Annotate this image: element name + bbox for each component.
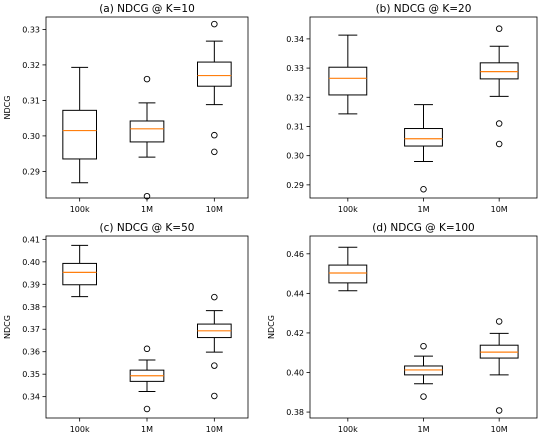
x-tick-label: 100k: [70, 425, 90, 434]
box-1M: [129, 75, 165, 200]
y-tick-label: 0.29: [286, 181, 304, 190]
y-tick-label: 0.33: [286, 64, 304, 73]
x-tick-label: 1M: [141, 205, 153, 214]
y-tick-label: 0.39: [22, 280, 40, 289]
chart-panel-2: (b) NDCG @ K=20 0.29 0.30 0.31 0.32 0.33 0.34 1…: [286, 3, 538, 214]
chart-title: (d) NDCG @ K=100: [372, 222, 475, 234]
y-tick-label: 0.41: [22, 235, 40, 244]
y-tick-label: 0.31: [286, 122, 304, 131]
box-10M: [197, 293, 232, 400]
y-tick-label: 0.32: [286, 93, 304, 102]
chart-title: (a) NDCG @ K=10: [99, 3, 195, 15]
y-axis-label: NDCG: [267, 315, 276, 339]
y-tick-label: 0.38: [286, 408, 304, 417]
y-tick-label: 0.40: [286, 369, 304, 378]
y-axis-label: NDCG: [3, 315, 12, 339]
x-tick-label: 10M: [491, 205, 508, 214]
flier-point: [211, 362, 218, 369]
x-tick-label: 100k: [338, 205, 358, 214]
flier-point: [495, 25, 503, 32]
box-10M: [197, 20, 232, 156]
y-tick-label: 0.34: [286, 35, 304, 44]
y-tick-label: 0.29: [22, 167, 40, 176]
y-tick-label: 0.35: [22, 370, 40, 379]
flier-point: [211, 131, 218, 139]
iqr-box: [328, 264, 368, 284]
iqr-box: [129, 120, 165, 143]
chart-title: (b) NDCG @ K=20: [376, 3, 472, 15]
y-tick-label: 0.40: [22, 258, 40, 267]
y-axis-label: NDCG: [3, 96, 12, 120]
plot-frame: [309, 16, 538, 199]
box-1M: [404, 342, 443, 400]
x-tick-label: 1M: [418, 205, 430, 214]
chart-panel-4: (d) NDCG @ K=100 NDCG 0.38 0.40 0.42 0.44 0.46…: [267, 222, 538, 434]
iqr-box: [197, 61, 232, 87]
y-tick-label: 0.44: [286, 289, 304, 298]
box-10M: [479, 25, 519, 148]
box-100k: [62, 66, 97, 184]
plot-frame: [45, 235, 249, 419]
plot-frame: [45, 16, 249, 199]
box-10M: [479, 318, 519, 414]
flier-point: [143, 192, 151, 200]
box-1M: [129, 345, 165, 413]
chart-panel-1: (a) NDCG @ K=10 NDCG 0.29 0.30 0.31 0.32 0.33 1…: [3, 3, 249, 214]
y-tick-label: 0.36: [22, 348, 40, 357]
y-tick-label: 0.42: [286, 329, 304, 338]
plot-frame: [309, 235, 538, 419]
y-tick-label: 0.30: [22, 132, 40, 141]
flier-point: [495, 318, 503, 325]
box-100k: [328, 34, 368, 115]
y-tick-label: 0.33: [22, 25, 40, 34]
iqr-box: [62, 109, 97, 160]
x-tick-label: 1M: [141, 425, 153, 434]
x-tick-label: 10M: [206, 425, 223, 434]
y-tick-label: 0.32: [22, 61, 40, 70]
flier-point: [495, 407, 503, 414]
flier-point: [211, 20, 218, 28]
flier-point: [420, 393, 427, 400]
chart-panel-3: (c) NDCG @ K=50 NDCG 0.34 0.35 0.36 0.37 0.38 0…: [3, 222, 249, 434]
iqr-box: [404, 128, 443, 147]
flier-point: [420, 342, 427, 350]
y-tick-label: 0.37: [22, 325, 40, 334]
iqr-box: [62, 262, 97, 286]
x-tick-label: 100k: [338, 425, 358, 434]
flier-point: [420, 185, 427, 193]
x-tick-label: 10M: [491, 425, 508, 434]
y-tick-label: 0.30: [286, 152, 304, 161]
iqr-box: [479, 62, 519, 80]
x-tick-label: 1M: [418, 425, 430, 434]
flier-point: [495, 120, 503, 127]
flier-point: [211, 392, 218, 400]
x-tick-label: 100k: [70, 205, 90, 214]
flier-point: [143, 75, 151, 83]
flier-point: [495, 140, 503, 148]
y-tick-label: 0.31: [22, 96, 40, 105]
box-100k: [328, 246, 368, 292]
y-tick-label: 0.34: [22, 393, 40, 402]
chart-title: (c) NDCG @ K=50: [100, 222, 195, 234]
box-1M: [404, 104, 443, 193]
flier-point: [143, 345, 151, 353]
box-100k: [62, 244, 97, 298]
y-tick-label: 0.46: [286, 250, 304, 259]
x-tick-label: 10M: [206, 205, 223, 214]
flier-point: [143, 405, 151, 413]
y-tick-label: 0.38: [22, 303, 40, 312]
flier-point: [211, 293, 218, 301]
iqr-box: [328, 66, 368, 96]
flier-point: [211, 148, 218, 156]
